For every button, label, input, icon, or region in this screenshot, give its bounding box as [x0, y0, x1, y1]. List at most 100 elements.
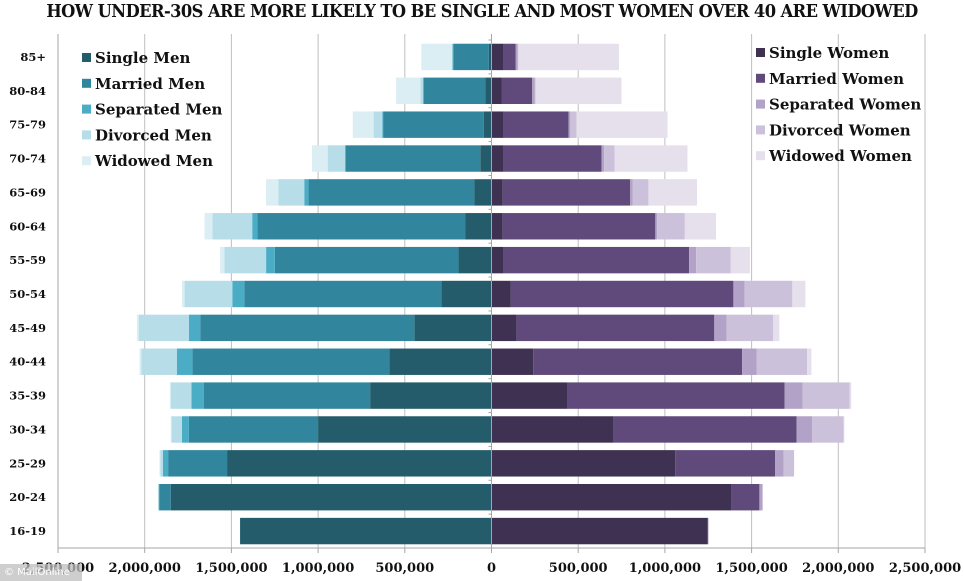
- bar-single-men-30-34: [318, 416, 492, 443]
- legend-swatch: [82, 156, 91, 166]
- legend-swatch: [82, 53, 91, 62]
- bar-single-women-25-29: [491, 450, 676, 477]
- bar-divorced-women-35-39: [802, 382, 850, 409]
- bar-widowed-men-65-69: [266, 179, 279, 206]
- legend-label: Divorced Women: [769, 121, 911, 139]
- bar-single-women-16-19: [491, 517, 708, 545]
- bar-separated-men-60-64: [252, 213, 258, 240]
- x-tick-label: 1,500,000: [195, 561, 267, 576]
- category-label: 55-59: [9, 253, 46, 267]
- bar-separated-men-70-74: [344, 145, 346, 172]
- bar-divorced-women-80-84: [534, 77, 536, 105]
- bar-separated-women-30-34: [796, 416, 813, 443]
- category-label: 60-64: [9, 219, 46, 233]
- bar-divorced-men-65-69: [278, 179, 305, 206]
- bar-married-men-35-39: [203, 382, 371, 409]
- bar-divorced-women-60-64: [657, 213, 685, 240]
- bar-married-women-25-29: [675, 450, 776, 477]
- bar-separated-women-20-24: [759, 483, 763, 511]
- bar-separated-women-60-64: [655, 213, 658, 240]
- bar-single-men-45-49: [414, 314, 492, 342]
- bar-separated-women-85+: [515, 43, 518, 71]
- bar-widowed-women-40-44: [807, 348, 812, 375]
- y-axis-category-labels: 85+ 80-84 75-79 70-74 65-69 60-64 55-59 50-54 45…: [9, 39, 492, 538]
- bar-single-men-55-59: [458, 246, 492, 274]
- bar-single-women-75-79: [491, 111, 504, 138]
- bar-single-women-30-34: [491, 416, 614, 443]
- bar-divorced-women-65-69: [632, 179, 649, 206]
- bar-widowed-men-50-54: [181, 280, 185, 308]
- legend-swatch: [82, 104, 91, 114]
- category-label: 40-44: [9, 355, 46, 369]
- bar-divorced-men-45-49: [138, 314, 189, 342]
- bar-divorced-women-70-74: [604, 145, 615, 172]
- bar-single-men-16-19: [240, 517, 492, 545]
- x-tick-label: 1,000,000: [282, 561, 354, 576]
- legend-label: Married Men: [95, 75, 205, 93]
- bar-single-women-70-74: [491, 145, 504, 172]
- bar-single-women-60-64: [491, 213, 503, 240]
- legend-swatch: [82, 130, 91, 140]
- bar-divorced-women-50-54: [744, 280, 793, 308]
- bar-widowed-women-45-49: [773, 314, 780, 342]
- bar-single-men-65-69: [474, 179, 492, 206]
- bar-separated-men-40-44: [176, 348, 193, 375]
- bar-divorced-men-70-74: [327, 145, 345, 172]
- legend-swatch: [756, 125, 765, 135]
- bar-separated-men-25-29: [162, 450, 169, 477]
- x-tick-label: 2,500,000: [889, 561, 961, 576]
- bar-married-men-45-49: [200, 314, 415, 342]
- category-label: 75-79: [9, 118, 46, 132]
- bar-married-women-30-34: [613, 416, 797, 443]
- bar-married-men-40-44: [192, 348, 390, 375]
- legend-label: Widowed Women: [768, 147, 912, 165]
- bar-single-women-35-39: [491, 382, 568, 409]
- bar-separated-men-80-84: [423, 77, 424, 105]
- bar-widowed-men-70-74: [312, 145, 328, 172]
- bar-separated-men-65-69: [304, 179, 309, 206]
- x-tick-label: 500,000: [549, 561, 608, 576]
- bar-divorced-women-25-29: [783, 450, 795, 477]
- bar-married-women-55-59: [503, 246, 690, 274]
- bar-widowed-women-75-79: [576, 111, 668, 138]
- bar-divorced-women-45-49: [726, 314, 774, 342]
- bar-divorced-men-80-84: [420, 77, 424, 105]
- bar-separated-men-30-34: [181, 416, 189, 443]
- category-label: 80-84: [9, 84, 46, 98]
- bar-married-men-75-79: [383, 111, 484, 138]
- category-label: 45-49: [9, 321, 46, 335]
- bar-divorced-women-30-34: [812, 416, 844, 443]
- x-tick-label: 1,000,000: [629, 561, 701, 576]
- bar-separated-women-75-79: [568, 111, 571, 138]
- watermark: © MailOnline: [0, 564, 82, 581]
- bar-widowed-women-35-39: [849, 382, 852, 409]
- bar-widowed-men-40-44: [139, 348, 142, 375]
- bar-married-women-35-39: [567, 382, 785, 409]
- bar-widowed-women-70-74: [614, 145, 688, 172]
- bar-separated-women-25-29: [775, 450, 784, 477]
- bar-divorced-men-50-54: [184, 280, 233, 308]
- bar-single-women-45-49: [491, 314, 517, 342]
- legend-swatch: [756, 73, 765, 83]
- bar-single-women-55-59: [491, 246, 504, 274]
- bar-single-men-25-29: [227, 450, 492, 477]
- legend-label: Separated Women: [769, 96, 921, 114]
- bar-single-men-85+: [488, 43, 492, 71]
- x-tick-label: 2,000,000: [109, 561, 181, 576]
- bar-divorced-men-35-39: [170, 382, 192, 409]
- legend-men: Single Men Married Men Separated Men Divorc…: [82, 49, 223, 170]
- legend-label: Divorced Men: [95, 126, 212, 144]
- bar-married-women-20-24: [731, 483, 760, 511]
- bar-divorced-men-40-44: [141, 348, 177, 375]
- bar-divorced-women-85+: [517, 43, 519, 71]
- bar-separated-men-20-24: [158, 483, 160, 511]
- bar-married-men-50-54: [244, 280, 442, 308]
- bar-widowed-men-30-34: [170, 416, 172, 443]
- bar-widowed-women-85+: [518, 43, 619, 71]
- bar-separated-women-40-44: [742, 348, 757, 375]
- bar-married-women-45-49: [516, 314, 715, 342]
- bars: [136, 43, 852, 545]
- legend-swatch: [756, 48, 765, 57]
- bar-married-women-70-74: [503, 145, 602, 172]
